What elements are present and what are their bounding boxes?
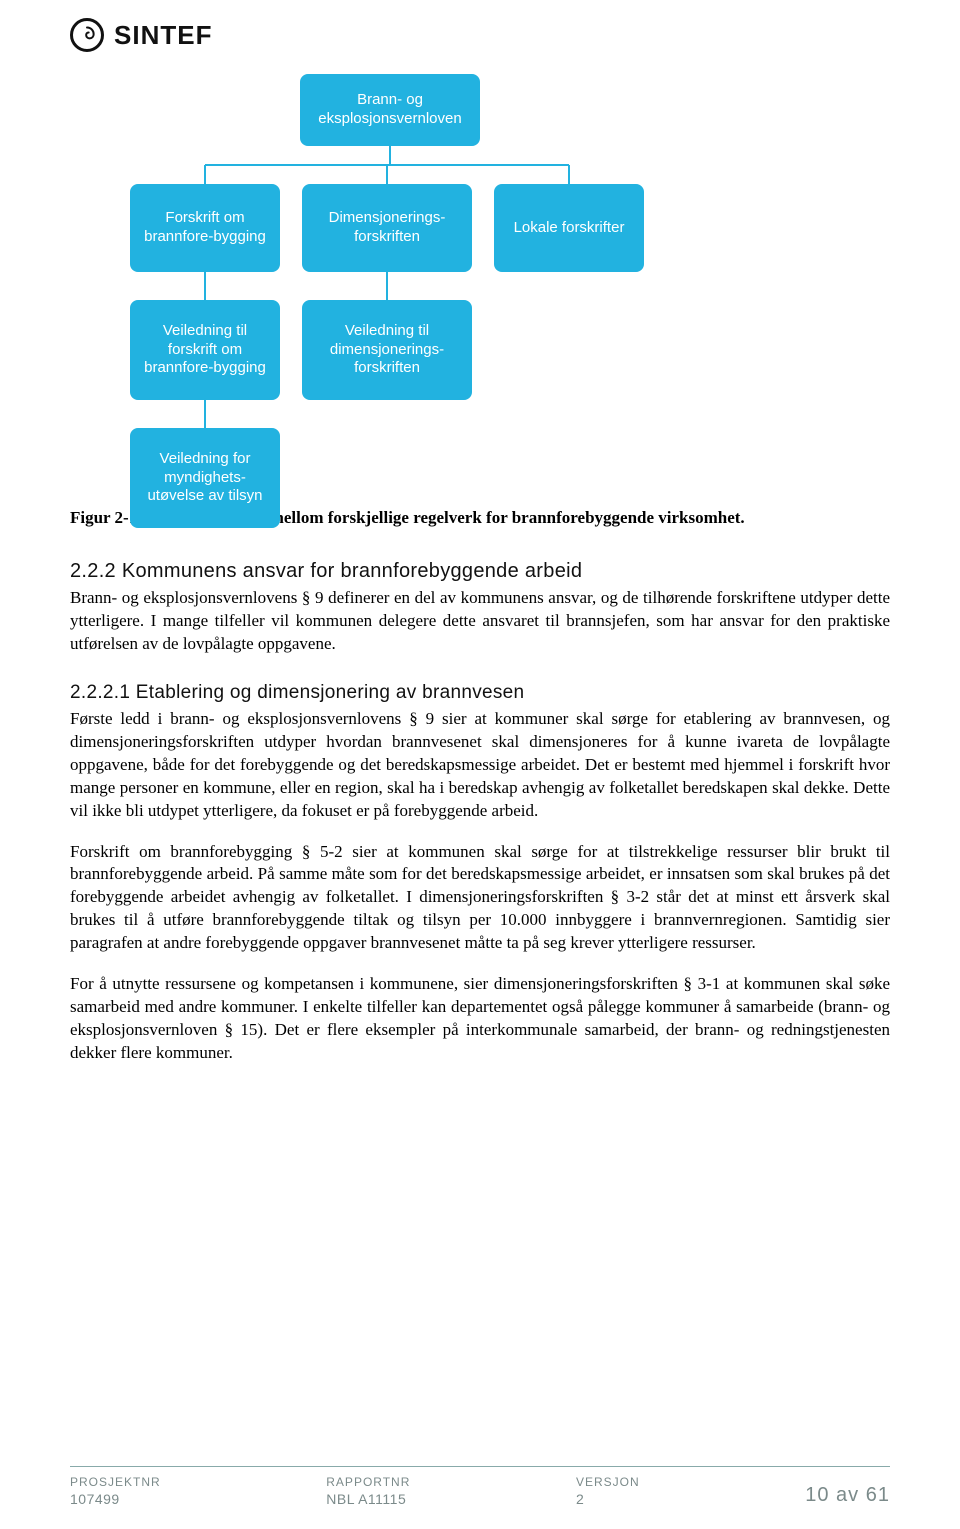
section-heading-2-2-2-1: 2.2.2.1 Etablering og dimensjonering av … bbox=[70, 682, 890, 704]
swirl-icon bbox=[77, 25, 97, 45]
brand-name: SINTEF bbox=[114, 20, 212, 51]
footer-col-project: PROSJEKTNR 107499 bbox=[70, 1475, 161, 1507]
chart-node: Veiledning for myndighets-utøvelse av ti… bbox=[130, 428, 280, 528]
chart-node: Veiledning til dimensjonerings-forskrift… bbox=[302, 300, 472, 400]
brand-logo: SINTEF bbox=[70, 18, 890, 52]
chart-node: Dimensjonerings-forskriften bbox=[302, 184, 472, 272]
chart-node: Brann- og eksplosjonsvernloven bbox=[300, 74, 480, 146]
footer-value: NBL A11115 bbox=[326, 1491, 410, 1507]
brand-mark-icon bbox=[70, 18, 104, 52]
body-paragraph: Forskrift om brannforebygging § 5-2 sier… bbox=[70, 841, 890, 956]
chart-node: Forskrift om brannfore-bygging bbox=[130, 184, 280, 272]
footer-value: 107499 bbox=[70, 1491, 161, 1507]
footer-label: PROSJEKTNR bbox=[70, 1475, 161, 1489]
body-paragraph: Brann- og eksplosjonsvernlovens § 9 defi… bbox=[70, 587, 890, 656]
chart-node: Lokale forskrifter bbox=[494, 184, 644, 272]
body-paragraph: For å utnytte ressursene og kompetansen … bbox=[70, 973, 890, 1065]
footer-value: 2 bbox=[576, 1491, 640, 1507]
figure-label: Figur 2-1 bbox=[70, 508, 137, 528]
footer-label: RAPPORTNR bbox=[326, 1475, 410, 1489]
org-chart: Brann- og eksplosjonsvernloven Forskrift … bbox=[130, 74, 730, 504]
page: SINTEF Brann- og eksplosjonsvernloven For… bbox=[0, 0, 960, 1529]
footer-page-number: 10 av 61 bbox=[805, 1484, 890, 1507]
footer-col-version: VERSJON 2 bbox=[576, 1475, 640, 1507]
body-paragraph: Første ledd i brann- og eksplosjonsvernl… bbox=[70, 708, 890, 823]
chart-node: Veiledning til forskrift om brannfore-by… bbox=[130, 300, 280, 400]
section-heading-2-2-2: 2.2.2 Kommunens ansvar for brannforebygg… bbox=[70, 560, 890, 583]
footer-label: VERSJON bbox=[576, 1475, 640, 1489]
footer-col-report: RAPPORTNR NBL A11115 bbox=[326, 1475, 410, 1507]
page-footer: PROSJEKTNR 107499 RAPPORTNR NBL A11115 V… bbox=[70, 1466, 890, 1507]
